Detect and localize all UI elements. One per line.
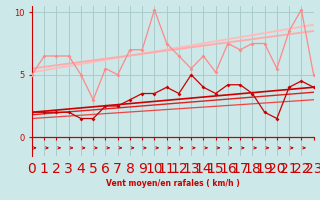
X-axis label: Vent moyen/en rafales ( km/h ): Vent moyen/en rafales ( km/h ) — [106, 179, 240, 188]
